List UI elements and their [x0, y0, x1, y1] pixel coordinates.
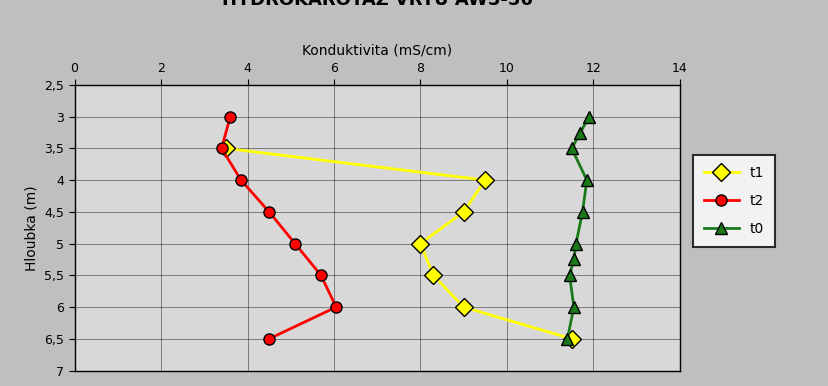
Line: t1: t1	[219, 142, 577, 345]
t1	[479, 178, 489, 183]
t0	[570, 241, 580, 246]
Line: t2: t2	[216, 111, 341, 344]
t1	[415, 241, 425, 246]
t2	[330, 305, 340, 310]
t1	[566, 337, 576, 341]
Line: t0: t0	[561, 111, 594, 344]
t0	[568, 305, 578, 310]
t1	[428, 273, 438, 278]
t1	[458, 210, 468, 214]
Title: HYDROKAROTÁŽ VRTU AW5-56: HYDROKAROTÁŽ VRTU AW5-56	[221, 0, 532, 8]
t0	[577, 210, 587, 214]
t2	[216, 146, 226, 151]
t0	[583, 114, 593, 119]
t1	[458, 305, 468, 310]
t2	[264, 210, 274, 214]
t0	[566, 146, 576, 151]
t0	[575, 130, 585, 135]
Legend: t1, t2, t0: t1, t2, t0	[692, 155, 774, 247]
t0	[561, 337, 571, 341]
t2	[264, 337, 274, 341]
t2	[315, 273, 325, 278]
t0	[568, 257, 578, 262]
t2	[236, 178, 246, 183]
t2	[290, 241, 300, 246]
Y-axis label: Hloubka (m): Hloubka (m)	[25, 185, 39, 271]
t0	[564, 273, 574, 278]
t1	[220, 146, 230, 151]
t2	[225, 114, 235, 119]
X-axis label: Konduktivita (mS/cm): Konduktivita (mS/cm)	[301, 44, 452, 58]
t0	[581, 178, 591, 183]
